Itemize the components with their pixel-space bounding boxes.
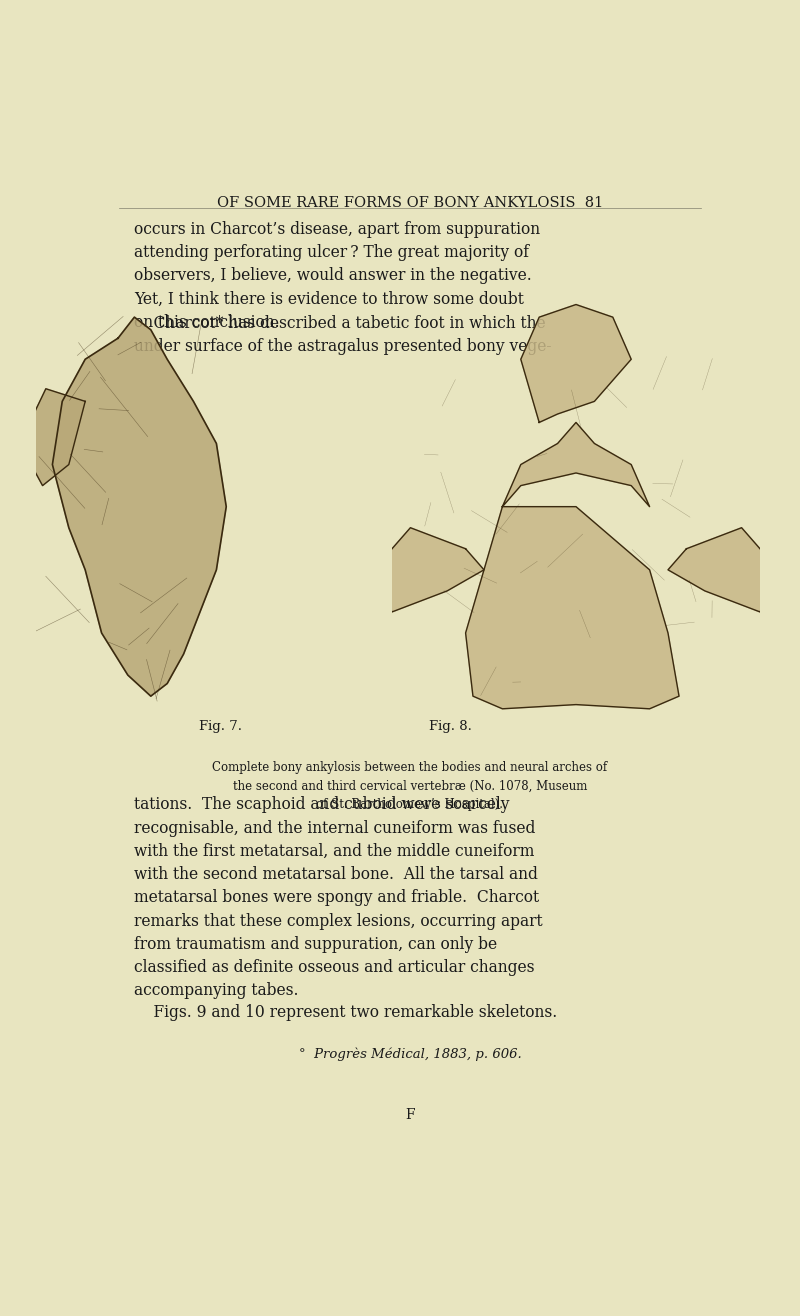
Polygon shape [19,388,85,486]
Text: F: F [405,1108,415,1123]
Polygon shape [466,507,679,709]
Text: °  Progrès Médical, 1883, p. 606.: ° Progrès Médical, 1883, p. 606. [298,1048,522,1061]
Text: Fig. 8.: Fig. 8. [429,720,472,733]
Polygon shape [502,422,650,507]
Text: Fig. 7.: Fig. 7. [199,720,242,733]
Text: occurs in Charcot’s disease, apart from suppuration
attending perforating ulcer : occurs in Charcot’s disease, apart from … [134,221,540,330]
Polygon shape [53,317,226,696]
Polygon shape [668,528,778,612]
Text: OF SOME RARE FORMS OF BONY ANKYLOSIS  81: OF SOME RARE FORMS OF BONY ANKYLOSIS 81 [217,196,603,211]
Text: Figs. 9 and 10 represent two remarkable skeletons.: Figs. 9 and 10 represent two remarkable … [134,1004,558,1021]
Polygon shape [374,528,484,612]
Text: Charcot* has described a tabetic foot in which the
under surface of the astragal: Charcot* has described a tabetic foot in… [134,315,552,355]
FancyBboxPatch shape [388,386,599,711]
Polygon shape [521,304,631,422]
FancyBboxPatch shape [153,386,338,711]
Text: Complete bony ankylosis between the bodies and neural arches of
the second and t: Complete bony ankylosis between the bodi… [213,761,607,811]
Text: tations.  The scaphoid and cuboid were scarcely
recognisable, and the internal c: tations. The scaphoid and cuboid were sc… [134,796,542,999]
